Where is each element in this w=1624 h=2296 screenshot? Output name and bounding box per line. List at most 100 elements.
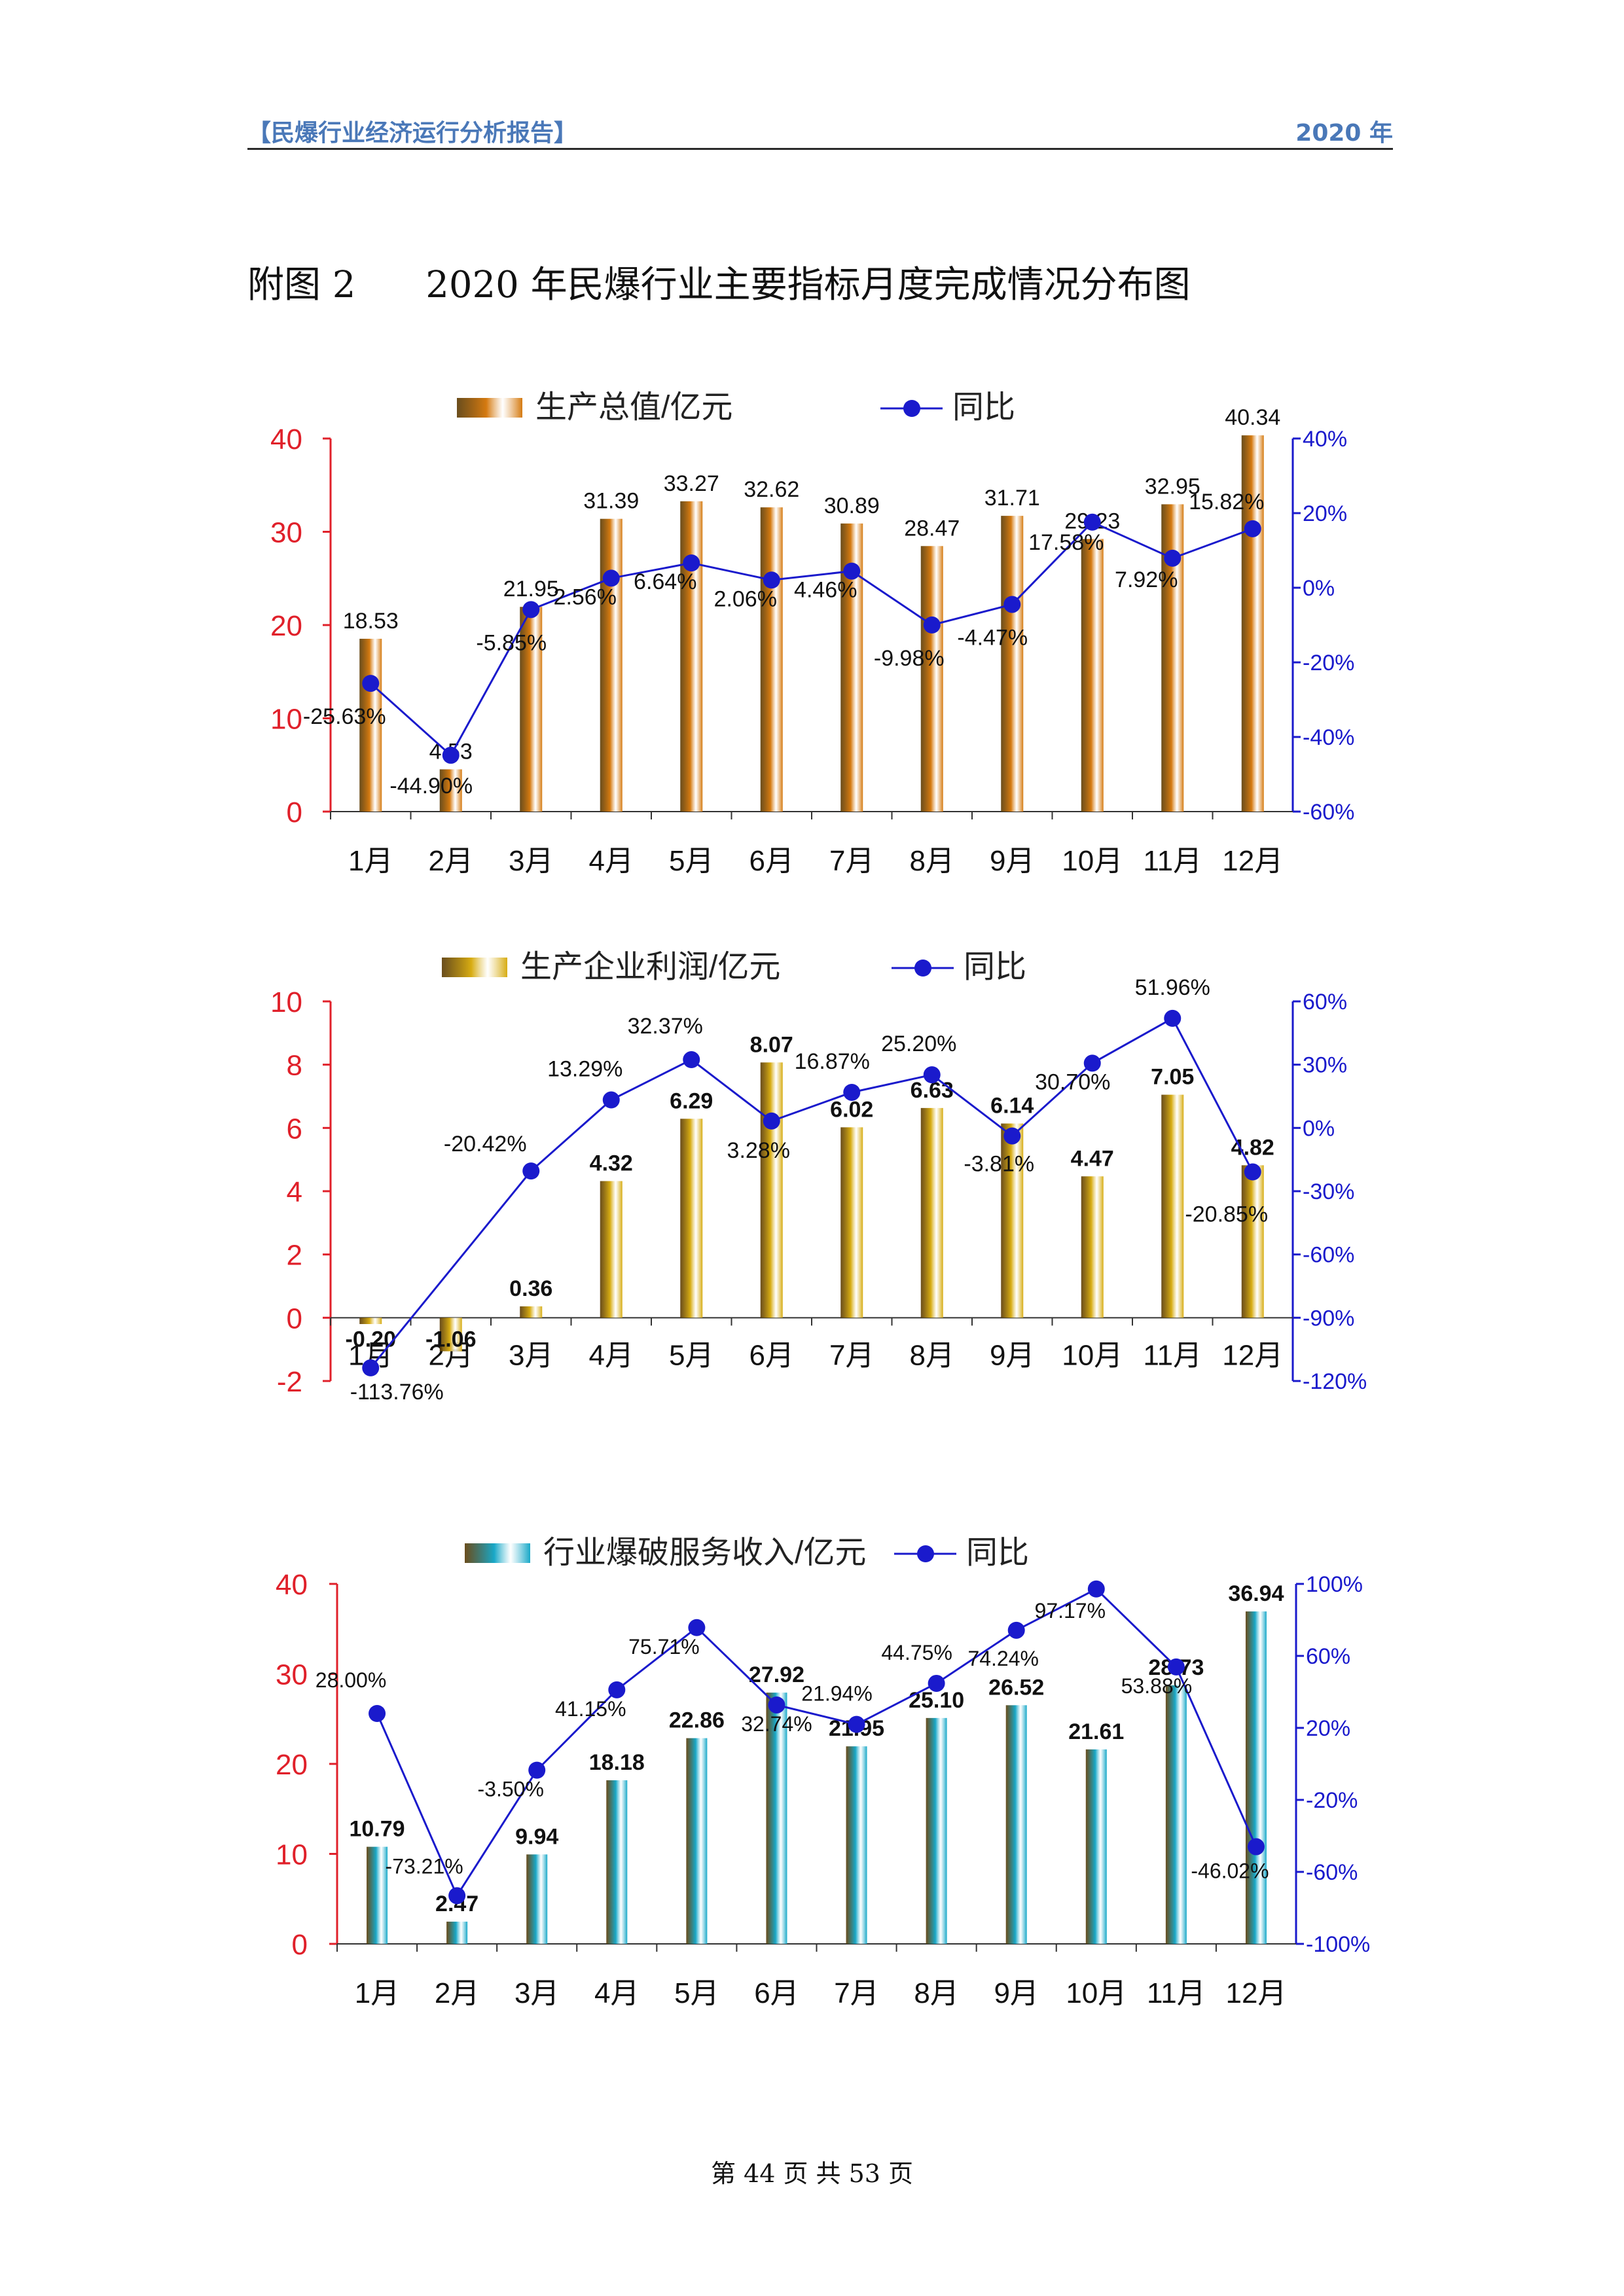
category-label: 7月	[834, 1977, 878, 2009]
figure-caption: 2020 年民爆行业主要指标月度完成情况分布图	[425, 264, 1191, 306]
bar-value-label: 8.07	[750, 1032, 793, 1057]
bar-value-label: 27.92	[749, 1662, 804, 1687]
category-label: 9月	[994, 1977, 1038, 2009]
bar	[680, 501, 703, 812]
left-tick-label: 10	[270, 986, 302, 1018]
page-header: 【民爆行业经济运行分析报告】 2020 年	[247, 111, 1393, 150]
left-tick-label: 0	[287, 1302, 302, 1335]
category-label: 8月	[910, 1339, 954, 1371]
left-tick-label: 0	[292, 1929, 308, 1961]
category-label: 12月	[1222, 1339, 1283, 1371]
yoy-value-label: 51.96%	[1135, 975, 1210, 1000]
bar	[359, 1318, 382, 1324]
yoy-point	[763, 571, 780, 589]
bar-value-label: 22.86	[669, 1708, 725, 1733]
yoy-point	[602, 1091, 620, 1109]
bar	[1081, 1176, 1104, 1318]
yoy-point	[608, 1681, 626, 1698]
yoy-point	[528, 1761, 546, 1779]
legend-line-marker	[914, 960, 931, 977]
yoy-value-label: -46.02%	[1191, 1859, 1269, 1883]
bar	[686, 1738, 708, 1944]
bar	[840, 1127, 863, 1318]
figure-label: 附图 2	[247, 264, 356, 306]
yoy-value-label: -5.85%	[476, 630, 547, 655]
yoy-value-label: 32.37%	[628, 1014, 703, 1039]
yoy-point	[1247, 1838, 1265, 1856]
legend-line-marker	[903, 400, 920, 417]
yoy-value-label: 16.87%	[795, 1049, 870, 1074]
legend: 生产总值/亿元 同比	[457, 390, 1015, 425]
right-tick-label: 30%	[1303, 1053, 1347, 1078]
bar	[600, 1181, 623, 1318]
legend-bar-swatch	[465, 1543, 530, 1563]
right-tick-label: 0%	[1303, 1116, 1335, 1141]
left-tick-label: 40	[270, 423, 302, 456]
yoy-value-label: -113.76%	[350, 1380, 444, 1405]
right-tick-label: 40%	[1303, 427, 1347, 452]
yoy-value-label: 75.71%	[628, 1635, 700, 1659]
category-label: 10月	[1066, 1977, 1127, 2009]
bar	[359, 638, 382, 812]
legend-line-label: 同比	[964, 950, 1026, 984]
legend: 行业爆破服务收入/亿元 同比	[465, 1535, 1029, 1570]
yoy-value-label: -3.81%	[964, 1152, 1034, 1177]
bar	[526, 1854, 548, 1944]
bar-value-label: 28.47	[904, 516, 960, 541]
left-tick-label: 4	[287, 1176, 302, 1208]
bar	[600, 518, 623, 812]
bar-value-label: 32.62	[744, 477, 799, 502]
yoy-value-label: 97.17%	[1035, 1599, 1106, 1623]
yoy-line	[376, 1587, 1257, 1898]
bar-value-label: 26.52	[988, 1675, 1044, 1700]
right-tick-label: 20%	[1303, 501, 1347, 526]
yoy-point	[1083, 1054, 1101, 1072]
legend-line-label: 同比	[952, 390, 1015, 425]
category-label: 7月	[829, 1339, 874, 1371]
legend-line-label: 同比	[966, 1535, 1029, 1570]
right-tick-label: 20%	[1306, 1716, 1350, 1741]
bar-value-label: 4.32	[590, 1151, 633, 1176]
yoy-point	[923, 1066, 941, 1084]
yoy-value-label: -20.85%	[1185, 1202, 1268, 1227]
bar-value-label: -0.20	[346, 1327, 397, 1352]
yoy-point	[522, 1162, 540, 1180]
legend-bar-label: 行业爆破服务收入/亿元	[543, 1535, 866, 1570]
chart-enterprise-profit: 生产企业利润/亿元 同比 -2 0 2 4 6 8 10 -120% -90% -60% -30% 0% 3…	[270, 950, 1367, 1405]
bar-value-label: 32.95	[1145, 474, 1200, 499]
yoy-value-label: 2.56%	[554, 584, 617, 609]
chart-production-value: 生产总值/亿元 同比 0 10 20 30 40 -60% -40% -20% 0% 20% 40% 1月…	[270, 390, 1354, 877]
category-label: 12月	[1222, 845, 1283, 877]
yoy-line	[370, 520, 1254, 757]
yoy-point	[1007, 1621, 1025, 1639]
yoy-point	[843, 1083, 861, 1101]
yoy-value-label: 15.82%	[1189, 490, 1264, 514]
category-label: 7月	[829, 845, 874, 877]
legend-bar-swatch	[457, 398, 522, 418]
category-label: 4月	[589, 1339, 634, 1371]
yoy-point	[768, 1696, 785, 1713]
bar-value-label: 6.29	[670, 1088, 713, 1113]
yoy-point	[522, 601, 540, 619]
yoy-value-label: -20.42%	[444, 1132, 527, 1157]
right-tick-label: -30%	[1303, 1179, 1354, 1204]
bar-value-label: 21.61	[1068, 1719, 1124, 1744]
yoy-point	[602, 569, 620, 587]
left-tick-label: 10	[276, 1839, 308, 1871]
yoy-value-label: 21.94%	[801, 1682, 873, 1706]
left-tick-label: 8	[287, 1050, 302, 1082]
bar-value-label: 4.47	[1071, 1146, 1114, 1171]
yoy-point	[688, 1619, 706, 1636]
bar-value-label: 6.02	[830, 1097, 873, 1122]
bar-value-label: 30.89	[824, 493, 880, 518]
left-tick-label: -2	[277, 1366, 302, 1398]
bar	[1161, 1094, 1184, 1318]
yoy-value-label: 44.75%	[881, 1641, 952, 1664]
bar-value-label: 9.94	[515, 1824, 558, 1849]
category-label: 9月	[990, 845, 1034, 877]
yoy-value-label: 32.74%	[741, 1712, 812, 1736]
bar	[606, 1780, 628, 1944]
left-tick-label: 30	[270, 517, 302, 549]
yoy-point	[1087, 1580, 1105, 1598]
category-label: 11月	[1147, 1977, 1206, 2009]
